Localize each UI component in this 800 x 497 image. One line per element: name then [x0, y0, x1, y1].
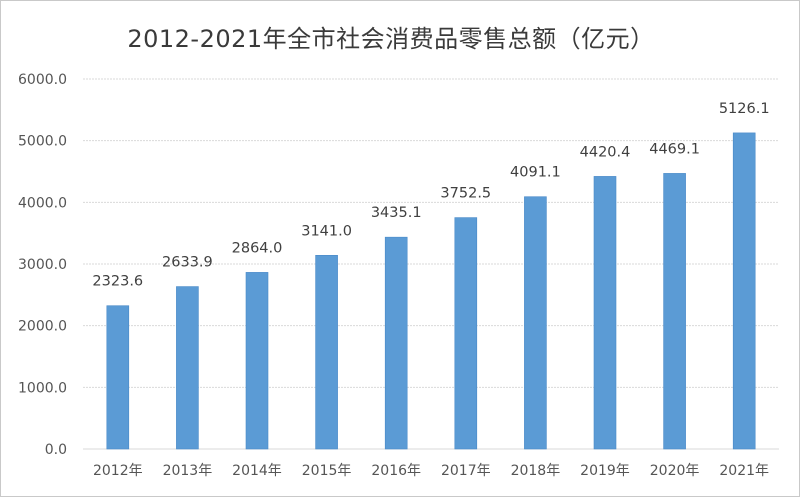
- bar: [176, 286, 199, 450]
- x-tick-label: 2016年: [371, 463, 421, 479]
- data-label: 5126.1: [719, 101, 770, 117]
- chart-title: 2012-2021年全市社会消费品零售总额（亿元）: [127, 25, 655, 53]
- bar: [732, 132, 756, 450]
- x-tick-label: 2018年: [511, 463, 561, 479]
- x-tick-label: 2019年: [580, 463, 630, 479]
- data-label: 2323.6: [92, 274, 143, 290]
- x-tick-label: 2013年: [163, 463, 213, 479]
- data-label: 3752.5: [440, 186, 491, 202]
- bar: [524, 196, 547, 450]
- y-tick-label: 2000.0: [18, 319, 67, 335]
- data-label: 4091.1: [510, 165, 561, 181]
- x-tick-label: 2014年: [232, 463, 282, 479]
- data-label: 4420.4: [580, 144, 631, 160]
- x-tick-label: 2017年: [441, 463, 491, 479]
- data-label: 3141.0: [301, 223, 352, 239]
- y-tick-label: 3000.0: [18, 257, 67, 273]
- y-tick-label: 4000.0: [18, 195, 67, 211]
- y-tick-label: 1000.0: [18, 380, 67, 396]
- x-tick-label: 2015年: [302, 463, 352, 479]
- data-label: 4469.1: [649, 141, 700, 157]
- x-tick-label: 2012年: [93, 463, 143, 479]
- bar: [315, 255, 338, 450]
- bar: [593, 176, 617, 450]
- bar: [663, 173, 686, 450]
- data-label: 2633.9: [162, 255, 213, 271]
- data-label: 3435.1: [371, 205, 422, 221]
- data-label: 2864.0: [232, 240, 283, 256]
- bar: [245, 272, 269, 450]
- y-tick-label: 0.0: [45, 442, 67, 458]
- x-tick-label: 2021年: [719, 463, 769, 479]
- bar: [454, 217, 478, 450]
- y-tick-label: 6000.0: [18, 72, 67, 88]
- bar: [384, 236, 408, 450]
- x-tick-label: 2020年: [650, 463, 700, 479]
- bar: [106, 305, 130, 450]
- y-tick-label: 5000.0: [18, 134, 67, 150]
